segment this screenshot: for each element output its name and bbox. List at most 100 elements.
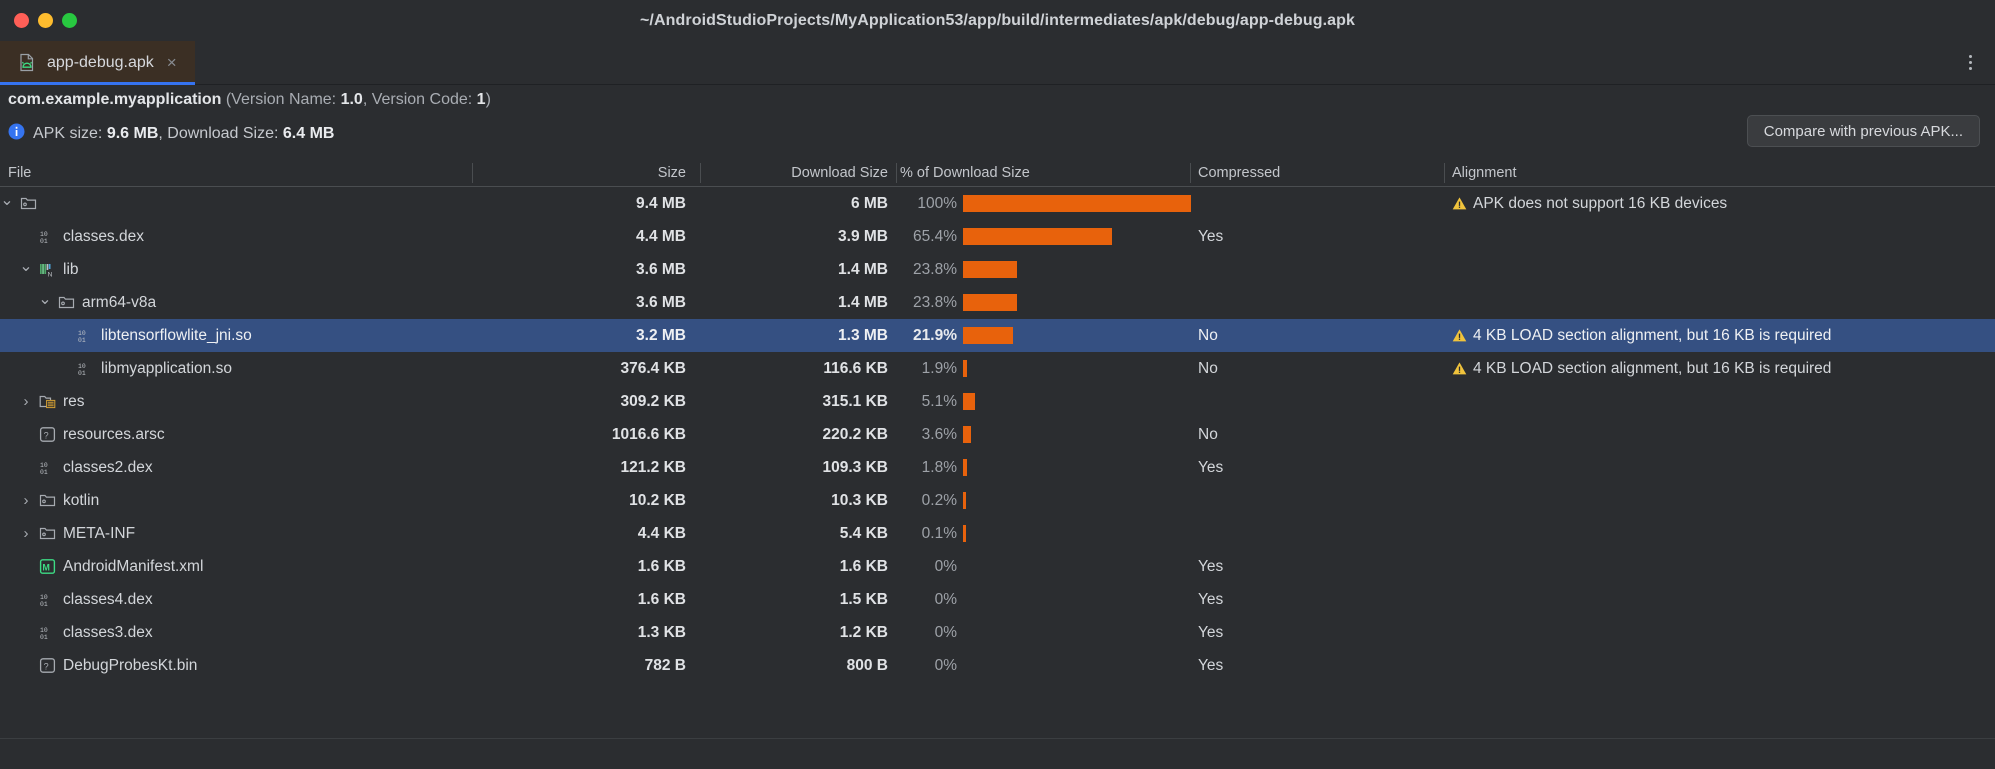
table-row[interactable]: 10 01 classes4.dex 1.6 KB 1.5 KB 0% Yes xyxy=(0,583,1995,616)
chevron-right-icon[interactable]: › xyxy=(23,393,29,410)
column-separator-1[interactable] xyxy=(700,163,701,183)
kebab-dot-3 xyxy=(1968,67,1972,70)
table-row[interactable]: › kotlin 10.2 KB 10.3 KB 0.2% xyxy=(0,484,1995,517)
cell-compressed: No xyxy=(1198,326,1218,344)
cell-percent: 0.2% xyxy=(921,491,957,509)
table-row[interactable]: 10 01 classes.dex 4.4 MB 3.9 MB 65.4% Yes xyxy=(0,220,1995,253)
column-header-compressed[interactable]: Compressed xyxy=(1198,165,1281,181)
svg-text:N: N xyxy=(48,271,53,278)
cell-alignment xyxy=(1452,517,1992,550)
percent-bar xyxy=(963,360,968,377)
cell-size: 1.3 KB xyxy=(637,623,686,641)
chevron-down-icon[interactable]: ⌄ xyxy=(19,258,33,275)
cell-size: 376.4 KB xyxy=(620,359,686,377)
cell-alignment xyxy=(1452,253,1992,286)
warning-icon xyxy=(1452,362,1467,375)
close-button[interactable] xyxy=(14,13,29,28)
cell-percent: 0% xyxy=(934,590,957,608)
cell-file[interactable]: kotlin xyxy=(39,484,499,517)
cell-file[interactable]: M AndroidManifest.xml xyxy=(39,550,499,583)
file-name: classes4.dex xyxy=(63,590,153,608)
unknown-file-icon: ? xyxy=(39,427,56,442)
percent-bar xyxy=(963,393,975,410)
table-row[interactable]: › res 309.2 KB 315.1 KB 5.1% xyxy=(0,385,1995,418)
apk-size-label: APK size: xyxy=(33,125,107,142)
table-row[interactable]: ⌄ arm64-v8a 3.6 MB 1.4 MB 23.8% xyxy=(0,286,1995,319)
close-icon[interactable]: × xyxy=(166,53,177,72)
version-prefix: (Version Name: xyxy=(221,91,341,108)
column-header-download[interactable]: Download Size xyxy=(791,165,888,181)
cell-file[interactable]: 10 01 classes4.dex xyxy=(39,583,499,616)
cell-compressed: Yes xyxy=(1198,656,1224,674)
tab-app-debug-apk[interactable]: app-debug.apk × xyxy=(0,41,195,85)
table-row[interactable]: › META-INF 4.4 KB 5.4 KB 0.1% xyxy=(0,517,1995,550)
cell-file[interactable]: ? DebugProbesKt.bin xyxy=(39,649,499,682)
chevron-right-icon[interactable]: › xyxy=(23,525,29,542)
cell-percent: 3.6% xyxy=(921,425,957,443)
column-separator-4[interactable] xyxy=(1444,163,1445,183)
window-title: ~/AndroidStudioProjects/MyApplication53/… xyxy=(639,11,1355,29)
chevron-right-icon[interactable]: › xyxy=(23,492,29,509)
apk-size-text: APK size: 9.6 MB, Download Size: 6.4 MB xyxy=(33,125,334,143)
chevron-down-icon[interactable]: ⌄ xyxy=(0,192,14,209)
cell-file[interactable]: META-INF xyxy=(39,517,499,550)
more-options-icon[interactable] xyxy=(1959,52,1981,74)
table-row[interactable]: ? resources.arsc 1016.6 KB 220.2 KB 3.6% No xyxy=(0,418,1995,451)
cell-file[interactable]: 10 01 classes.dex xyxy=(39,220,499,253)
table-body: ⌄ 9.4 MB 6 MB 100% APK does not support 16 K… xyxy=(0,187,1995,682)
cell-file[interactable] xyxy=(20,187,480,220)
cell-file[interactable]: 10 01 classes3.dex xyxy=(39,616,499,649)
folder-icon xyxy=(20,197,37,210)
manifest-file-icon: M xyxy=(39,559,56,574)
cell-file[interactable]: arm64-v8a xyxy=(58,286,518,319)
tab-strip: app-debug.apk × xyxy=(0,41,1995,85)
cell-size: 1.6 KB xyxy=(637,557,686,575)
cell-compressed: Yes xyxy=(1198,590,1224,608)
maximize-button[interactable] xyxy=(62,13,77,28)
cell-alignment xyxy=(1452,649,1992,682)
column-separator-3[interactable] xyxy=(1190,163,1191,183)
cell-size: 309.2 KB xyxy=(620,392,686,410)
cell-file[interactable]: res xyxy=(39,385,499,418)
cell-file[interactable]: ? resources.arsc xyxy=(39,418,499,451)
minimize-button[interactable] xyxy=(38,13,53,28)
download-size-value: 6.4 MB xyxy=(282,125,335,142)
table-row[interactable]: M AndroidManifest.xml 1.6 KB 1.6 KB 0% Yes xyxy=(0,550,1995,583)
cell-file[interactable]: 10 01 libmyapplication.so xyxy=(77,352,537,385)
column-separator-0[interactable] xyxy=(472,163,473,183)
cell-percent: 1.8% xyxy=(921,458,957,476)
cell-download-size: 116.6 KB xyxy=(823,359,888,377)
table-row[interactable]: 10 01 libtensorflowlite_jni.so 3.2 MB 1.3 MB… xyxy=(0,319,1995,352)
table-row[interactable]: 10 01 libmyapplication.so 376.4 KB 116.6 KB 1… xyxy=(0,352,1995,385)
column-header-pct[interactable]: % of Download Size xyxy=(900,165,1030,181)
column-header-size[interactable]: Size xyxy=(657,165,686,181)
download-size-label: , Download Size: xyxy=(158,125,283,142)
column-separator-2[interactable] xyxy=(896,163,897,183)
file-name: DebugProbesKt.bin xyxy=(63,656,198,674)
compare-with-previous-apk-button[interactable]: Compare with previous APK... xyxy=(1746,115,1980,147)
table-row[interactable]: ? DebugProbesKt.bin 782 B 800 B 0% Yes xyxy=(0,649,1995,682)
file-name: kotlin xyxy=(63,491,100,509)
cell-file[interactable]: 10 01 classes2.dex xyxy=(39,451,499,484)
svg-text:01: 01 xyxy=(40,238,48,245)
cell-alignment xyxy=(1452,220,1992,253)
cell-download-size: 315.1 KB xyxy=(822,392,888,410)
svg-text:01: 01 xyxy=(78,337,86,344)
column-header-file[interactable]: File xyxy=(8,165,32,181)
table-row[interactable]: 10 01 classes3.dex 1.3 KB 1.2 KB 0% Yes xyxy=(0,616,1995,649)
table-row[interactable]: 10 01 classes2.dex 121.2 KB 109.3 KB 1.8% Yes xyxy=(0,451,1995,484)
cell-file[interactable]: 10 01 libtensorflowlite_jni.so xyxy=(77,319,537,352)
column-header-alignment[interactable]: Alignment xyxy=(1452,165,1517,181)
svg-text:10: 10 xyxy=(40,462,48,469)
chevron-down-icon[interactable]: ⌄ xyxy=(38,291,52,308)
percent-bar xyxy=(963,492,966,509)
cell-download-size: 6 MB xyxy=(850,194,888,212)
version-code: 1 xyxy=(476,91,486,108)
table-row[interactable]: ⌄ 9.4 MB 6 MB 100% APK does not support 16 K… xyxy=(0,187,1995,220)
cell-download-size: 1.6 KB xyxy=(839,557,888,575)
cell-percent: 0% xyxy=(934,557,957,575)
